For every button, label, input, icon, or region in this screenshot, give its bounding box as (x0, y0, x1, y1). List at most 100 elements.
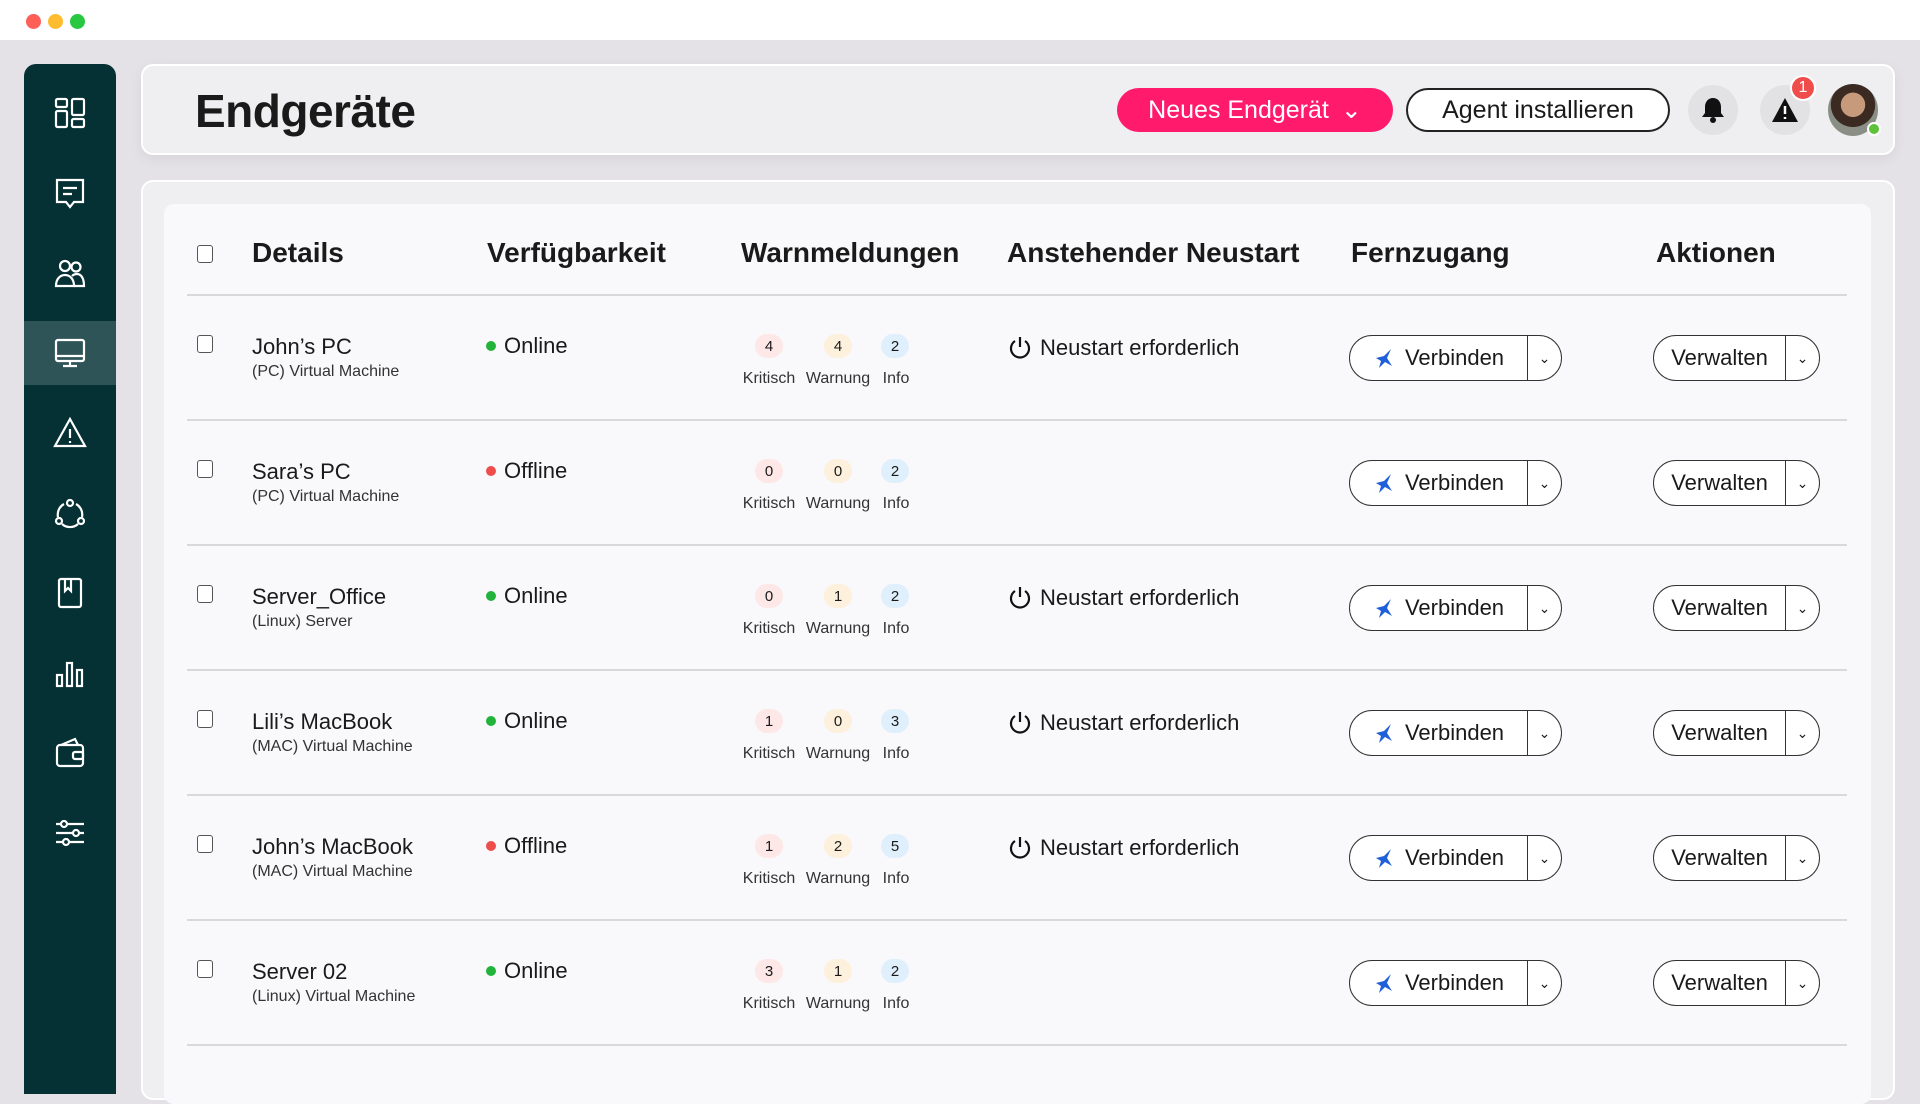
connect-options-chevron[interactable]: ⌄ (1538, 349, 1551, 366)
column-header-availability[interactable]: Verfügbarkeit (487, 237, 666, 268)
sidebar-item-settings[interactable] (24, 801, 116, 865)
device-name[interactable]: John’s PC (252, 334, 352, 359)
row-checkbox[interactable] (197, 960, 213, 978)
sidebar-item-alerts[interactable] (24, 401, 116, 465)
page-header: Endgeräte Neues Endgerät ⌄ Agent installi… (141, 64, 1895, 155)
status-dot (486, 841, 496, 851)
critical-label: Kritisch (742, 995, 796, 1012)
manage-button[interactable]: Verwalten (1654, 711, 1786, 755)
sidebar-item-messages[interactable] (24, 161, 116, 225)
manage-split-button: Verwalten ⌄ (1653, 710, 1820, 756)
status-dot (486, 591, 496, 601)
sidebar-item-docs[interactable] (24, 561, 116, 625)
column-header-actions[interactable]: Aktionen (1656, 237, 1776, 268)
sidebar-item-network[interactable] (24, 481, 116, 545)
connect-button[interactable]: Verbinden (1350, 711, 1528, 755)
row-checkbox[interactable] (197, 710, 213, 728)
device-type: (PC) Virtual Machine (252, 488, 400, 505)
availability-status: Offline (486, 458, 567, 484)
connect-options-chevron[interactable]: ⌄ (1538, 849, 1551, 866)
notifications-button[interactable] (1688, 85, 1738, 135)
device-name[interactable]: Server_Office (252, 584, 387, 609)
close-window-button[interactable] (26, 14, 41, 29)
sidebar-item-devices[interactable] (24, 321, 116, 385)
manage-button[interactable]: Verwalten (1654, 336, 1786, 380)
warning-count: 0 (824, 459, 852, 483)
info-label: Info (882, 745, 910, 762)
device-name[interactable]: Server 02 (252, 959, 348, 984)
connect-options-chevron[interactable]: ⌄ (1538, 474, 1551, 491)
page-title: Endgeräte (195, 85, 416, 137)
manage-options-chevron[interactable]: ⌄ (1796, 349, 1809, 366)
column-header-details[interactable]: Details (252, 237, 344, 268)
manage-options-chevron[interactable]: ⌄ (1796, 849, 1809, 866)
connect-options-chevron[interactable]: ⌄ (1538, 599, 1551, 616)
manage-options-chevron[interactable]: ⌄ (1796, 599, 1809, 616)
connect-split-button: Verbinden ⌄ (1349, 710, 1562, 756)
new-device-button[interactable]: Neues Endgerät ⌄ (1117, 88, 1393, 132)
device-name[interactable]: Sara’s PC (252, 459, 351, 484)
row-checkbox[interactable] (197, 835, 213, 853)
wallet-icon (55, 737, 85, 768)
install-agent-button[interactable]: Agent installieren (1406, 88, 1670, 132)
critical-label: Kritisch (742, 870, 796, 887)
device-type: (PC) Virtual Machine (252, 363, 400, 380)
manage-label: Verwalten (1671, 970, 1768, 995)
connect-split-button: Verbinden ⌄ (1349, 960, 1562, 1006)
row-checkbox[interactable] (197, 585, 213, 603)
info-count: 5 (881, 834, 909, 858)
warning-count: 2 (824, 834, 852, 858)
connect-button[interactable]: Verbinden (1350, 836, 1528, 880)
select-all-checkbox[interactable] (197, 245, 213, 263)
pending-restart: Neustart erforderlich (1008, 710, 1239, 736)
device-name[interactable]: John’s MacBook (252, 834, 414, 859)
manage-button[interactable]: Verwalten (1654, 961, 1786, 1005)
sidebar-item-users[interactable] (24, 241, 116, 305)
bell-icon (1702, 98, 1724, 123)
column-header-alerts[interactable]: Warnmeldungen (741, 237, 960, 268)
critical-label: Kritisch (742, 620, 796, 637)
manage-button[interactable]: Verwalten (1654, 836, 1786, 880)
manage-options-chevron[interactable]: ⌄ (1796, 974, 1809, 991)
remote-connect-icon (1375, 974, 1392, 993)
manage-label: Verwalten (1671, 470, 1768, 495)
manage-button[interactable]: Verwalten (1654, 461, 1786, 505)
manage-button[interactable]: Verwalten (1654, 586, 1786, 630)
manage-options-chevron[interactable]: ⌄ (1796, 724, 1809, 741)
status-text: Offline (504, 458, 568, 483)
row-checkbox[interactable] (197, 335, 213, 353)
critical-count: 0 (755, 459, 783, 483)
connect-options-chevron[interactable]: ⌄ (1538, 974, 1551, 991)
warning-icon (1772, 98, 1798, 122)
sidebar-item-dashboard[interactable] (24, 81, 116, 145)
status-dot (486, 966, 496, 976)
alert-count-badge: 1 (1790, 75, 1816, 101)
connect-button[interactable]: Verbinden (1350, 961, 1528, 1005)
online-status-dot (1867, 122, 1881, 136)
device-type: (Linux) Server (252, 613, 353, 630)
manage-options-chevron[interactable]: ⌄ (1796, 474, 1809, 491)
connect-button[interactable]: Verbinden (1350, 336, 1528, 380)
device-type: (MAC) Virtual Machine (252, 863, 413, 880)
critical-label: Kritisch (742, 745, 796, 762)
sidebar-item-billing[interactable] (24, 721, 116, 785)
connect-options-chevron[interactable]: ⌄ (1538, 724, 1551, 741)
warning-label: Warnung (805, 745, 871, 762)
sidebar-item-reports[interactable] (24, 641, 116, 705)
connect-button[interactable]: Verbinden (1350, 586, 1528, 630)
device-name[interactable]: Lili’s MacBook (252, 709, 393, 734)
maximize-window-button[interactable] (70, 14, 85, 29)
power-icon (1009, 337, 1031, 359)
book-icon (57, 577, 83, 609)
availability-status: Online (486, 708, 568, 734)
column-header-remote-access[interactable]: Fernzugang (1351, 237, 1510, 268)
column-header-pending-restart[interactable]: Anstehender Neustart (1007, 237, 1300, 268)
header-divider (187, 294, 1847, 296)
row-checkbox[interactable] (197, 460, 213, 478)
network-icon (54, 498, 86, 529)
minimize-window-button[interactable] (48, 14, 63, 29)
info-label: Info (882, 620, 910, 637)
connect-button[interactable]: Verbinden (1350, 461, 1528, 505)
restart-text: Neustart erforderlich (1040, 835, 1240, 860)
connect-split-button: Verbinden ⌄ (1349, 585, 1562, 631)
